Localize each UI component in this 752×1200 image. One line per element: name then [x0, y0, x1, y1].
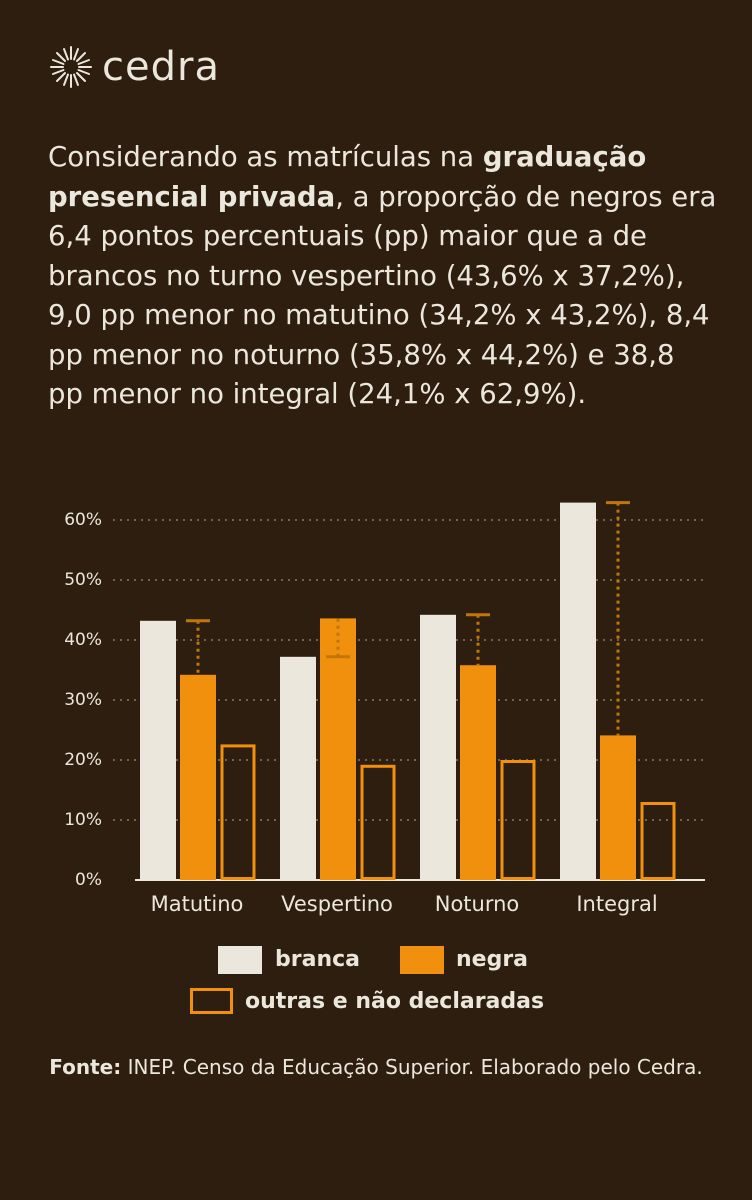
bar [560, 502, 596, 880]
y-tick-label: 30% [64, 690, 102, 710]
x-tick-label: Vespertino [281, 892, 393, 916]
legend-swatch [218, 946, 262, 974]
y-tick-label: 40% [64, 630, 102, 650]
y-tick-label: 50% [64, 570, 102, 590]
source-text: INEP. Censo da Educação Superior. Elabor… [121, 1055, 703, 1079]
x-tick-label: Matutino [151, 892, 244, 916]
legend-label: outras e não declaradas [245, 989, 544, 1014]
source-label: Fonte: [49, 1055, 122, 1079]
source: Fonte: INEP. Censo da Educação Superior.… [40, 1052, 712, 1082]
y-tick-label: 0% [75, 870, 102, 890]
legend-swatch [190, 988, 233, 1014]
intro-part: , a proporção de negros era 6,4 pontos p… [48, 180, 717, 411]
legend-swatch [400, 946, 444, 974]
bar-outline [640, 802, 676, 880]
bar [320, 618, 356, 880]
x-tick-label: Noturno [435, 892, 520, 916]
chart: 0% 10% 20% 30% 40% 50% 60% Matutino Vespertino No… [64, 501, 705, 1014]
logo-icon [50, 46, 92, 88]
logo-text: cedra [102, 44, 220, 90]
bar [420, 614, 456, 880]
logo: cedra [48, 44, 220, 90]
bar-outline [220, 744, 256, 880]
y-tick-label: 10% [64, 810, 102, 830]
y-tick-label: 20% [64, 750, 102, 770]
x-tick-label: Integral [576, 892, 657, 916]
bar [600, 735, 636, 880]
intro-text: Considerando as matrículas na graduação … [48, 138, 718, 415]
bar-outline [500, 760, 536, 880]
y-tick-label: 60% [64, 510, 102, 530]
bar [180, 674, 216, 880]
bar [140, 620, 176, 880]
bar [460, 665, 496, 880]
intro-part: Considerando as matrículas na [48, 141, 483, 173]
bar [280, 656, 316, 880]
legend-label: branca [275, 947, 360, 972]
intro-bold: graduação presencial privada [48, 141, 647, 213]
legend-label: negra [456, 947, 528, 972]
bar-outline [360, 764, 396, 880]
